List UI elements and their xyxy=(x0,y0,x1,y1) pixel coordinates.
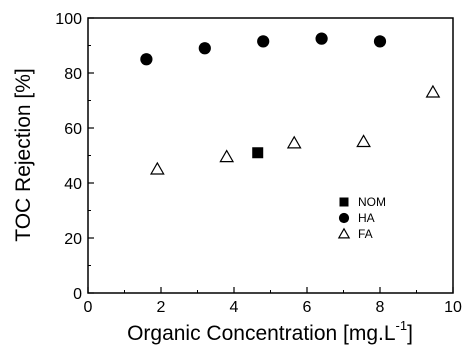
y-tick-label: 20 xyxy=(64,231,82,248)
fa-point xyxy=(356,134,371,148)
legend-ha-label: HA xyxy=(358,211,375,225)
x-tick-label: 8 xyxy=(376,299,385,316)
ha-point xyxy=(257,35,270,48)
ha-point xyxy=(140,53,153,66)
data-points xyxy=(140,32,441,175)
axis-ticks xyxy=(87,17,454,294)
legend: NOM HA FA xyxy=(337,195,386,241)
legend-nom-marker xyxy=(339,197,349,207)
legend-ha-marker xyxy=(338,212,350,224)
legend-nom-label: NOM xyxy=(358,195,386,209)
legend-fa-marker xyxy=(337,227,351,239)
ha-point xyxy=(315,32,328,45)
x-tick-label: 6 xyxy=(303,299,312,316)
y-tick-label: 80 xyxy=(64,66,82,83)
fa-point xyxy=(425,84,441,98)
nom-point xyxy=(252,147,264,159)
fa-point xyxy=(286,135,302,149)
x-axis-title: Organic Concentration [mg.L-1] xyxy=(127,318,413,345)
y-tick-label: 40 xyxy=(64,176,82,193)
ha-point xyxy=(373,35,387,48)
y-tick-label: 0 xyxy=(73,286,82,303)
x-tick-label: 2 xyxy=(157,299,166,316)
ha-point xyxy=(198,42,211,55)
fa-point xyxy=(219,149,235,163)
x-tick-label: 10 xyxy=(444,299,462,316)
y-tick-label: 100 xyxy=(55,11,82,28)
fa-point xyxy=(149,161,165,175)
x-tick-label: 4 xyxy=(230,299,239,316)
x-tick-label: 0 xyxy=(84,299,93,316)
y-tick-label: 60 xyxy=(64,121,82,138)
legend-fa-label: FA xyxy=(358,227,373,241)
x-axis-title-superscript: -1 xyxy=(396,318,408,333)
y-axis-title: TOC Rejection [%] xyxy=(12,68,35,242)
